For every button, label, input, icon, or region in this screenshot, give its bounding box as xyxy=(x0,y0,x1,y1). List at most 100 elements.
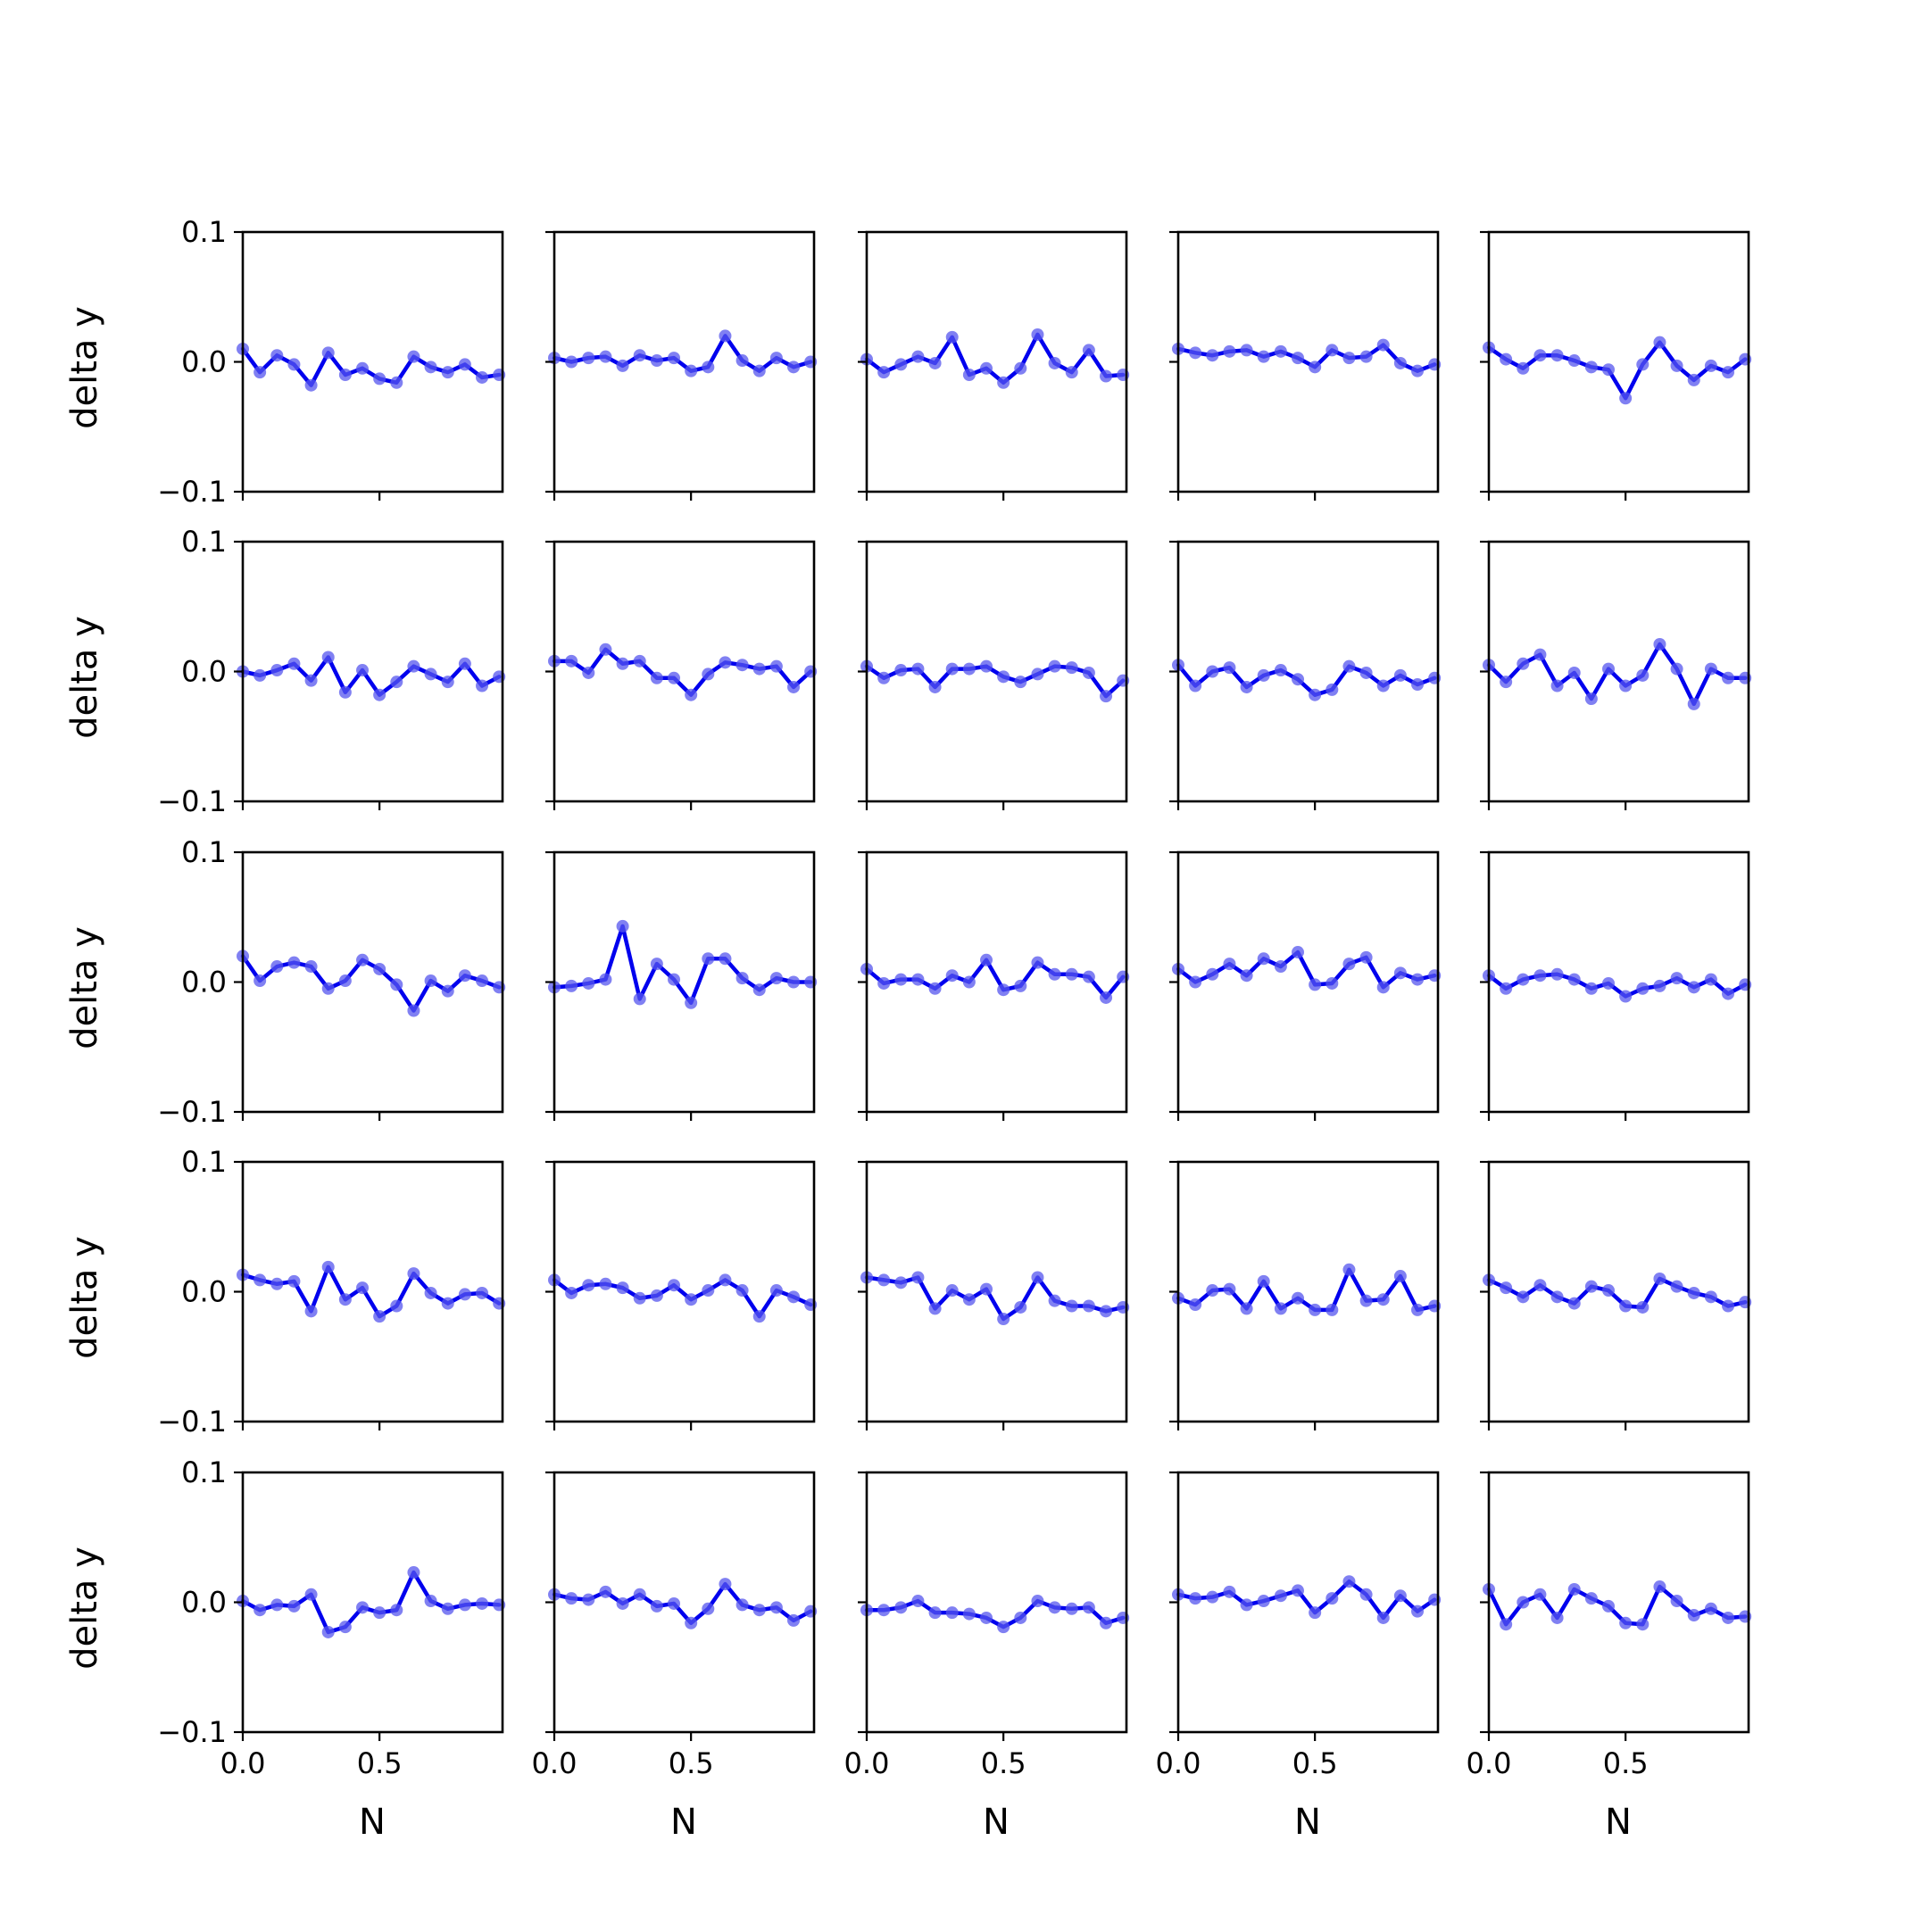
data-point xyxy=(1189,1592,1202,1605)
series-line-panel-6 xyxy=(240,655,502,697)
data-point xyxy=(390,1604,403,1617)
data-point xyxy=(945,330,959,344)
data-point xyxy=(287,358,301,371)
data-point xyxy=(1292,673,1305,686)
data-point xyxy=(1223,661,1236,675)
data-point xyxy=(1619,1616,1633,1629)
data-point xyxy=(1584,692,1598,706)
data-point xyxy=(253,668,267,682)
data-point xyxy=(1065,967,1078,981)
data-point xyxy=(769,1284,783,1298)
data-point xyxy=(1636,358,1650,371)
data-point xyxy=(1704,662,1717,676)
data-point xyxy=(1602,976,1616,990)
data-point xyxy=(962,369,976,382)
data-point xyxy=(787,975,801,989)
data-point xyxy=(787,1290,801,1304)
data-point xyxy=(1359,1294,1373,1307)
data-point xyxy=(650,1599,663,1613)
data-point xyxy=(458,358,471,371)
data-point xyxy=(270,1277,284,1290)
data-point xyxy=(1342,659,1356,673)
data-point xyxy=(1065,1299,1078,1313)
data-point xyxy=(1722,987,1735,1000)
series-line-panel-9 xyxy=(1176,662,1437,697)
data-point xyxy=(304,1305,318,1318)
x-axis-label: N xyxy=(670,1802,697,1843)
data-point xyxy=(390,978,403,991)
data-point xyxy=(424,1595,437,1608)
data-point xyxy=(582,352,595,365)
data-point xyxy=(407,350,420,363)
data-point xyxy=(1292,352,1305,365)
data-point xyxy=(633,992,646,1006)
data-point xyxy=(1687,1286,1700,1299)
series-line-panel-11 xyxy=(240,954,502,1013)
data-point xyxy=(650,354,663,368)
data-point xyxy=(685,1616,698,1629)
data-point xyxy=(962,1607,976,1621)
data-point xyxy=(997,670,1010,684)
data-point xyxy=(1031,1595,1044,1608)
data-point xyxy=(1014,979,1027,992)
data-point xyxy=(1206,967,1219,981)
data-point xyxy=(338,685,352,699)
data-point xyxy=(1533,349,1547,362)
data-point xyxy=(1082,666,1095,679)
series-line-panel-4 xyxy=(1176,343,1437,373)
data-point xyxy=(1082,1601,1095,1614)
data-point xyxy=(1309,978,1322,991)
data-point xyxy=(1014,361,1027,375)
data-point xyxy=(928,680,942,693)
data-point xyxy=(945,969,959,983)
axes-frame-panel-18 xyxy=(865,1160,1128,1423)
data-point xyxy=(1567,973,1581,986)
data-point xyxy=(1670,662,1683,676)
data-point xyxy=(945,1284,959,1298)
y-axis-label: delta y xyxy=(64,1236,105,1359)
data-point xyxy=(668,671,681,684)
series-line-panel-8 xyxy=(864,664,1126,699)
data-point xyxy=(928,356,942,369)
data-point xyxy=(1687,1609,1700,1622)
data-point xyxy=(1670,1280,1683,1293)
x-tick-label: 0.0 xyxy=(1156,1746,1201,1780)
data-point xyxy=(1082,970,1095,983)
data-point xyxy=(616,657,629,670)
data-point xyxy=(962,975,976,989)
y-tick-label: −0.1 xyxy=(157,475,227,509)
data-point xyxy=(752,662,766,676)
series-line-panel-1 xyxy=(240,346,502,387)
data-point xyxy=(1223,958,1236,971)
data-point xyxy=(1326,683,1339,696)
data-point xyxy=(735,1598,749,1612)
data-point xyxy=(1500,352,1513,366)
data-point xyxy=(441,676,454,689)
data-point xyxy=(338,1621,352,1634)
data-point xyxy=(1653,1272,1666,1285)
data-point xyxy=(1584,982,1598,995)
data-point xyxy=(476,370,489,384)
data-point xyxy=(1014,1611,1027,1624)
data-point xyxy=(787,1613,801,1627)
data-point xyxy=(769,659,783,673)
data-point xyxy=(980,361,993,375)
data-point xyxy=(476,679,489,692)
data-point xyxy=(1619,1299,1633,1313)
data-point xyxy=(253,1604,267,1617)
data-point xyxy=(287,956,301,969)
data-point xyxy=(894,358,908,371)
data-point xyxy=(1342,352,1356,365)
data-point xyxy=(458,1288,471,1301)
data-point xyxy=(1359,1588,1373,1601)
data-point xyxy=(1722,366,1735,379)
x-tick-label: 0.5 xyxy=(1292,1746,1338,1780)
x-tick-label: 0.0 xyxy=(532,1746,578,1780)
data-point xyxy=(894,664,908,677)
data-point xyxy=(787,361,801,374)
data-point xyxy=(1653,336,1666,349)
data-point xyxy=(390,676,403,689)
series-line-panel-13 xyxy=(864,958,1126,1000)
data-point xyxy=(565,1286,578,1299)
data-point xyxy=(1274,1302,1287,1315)
